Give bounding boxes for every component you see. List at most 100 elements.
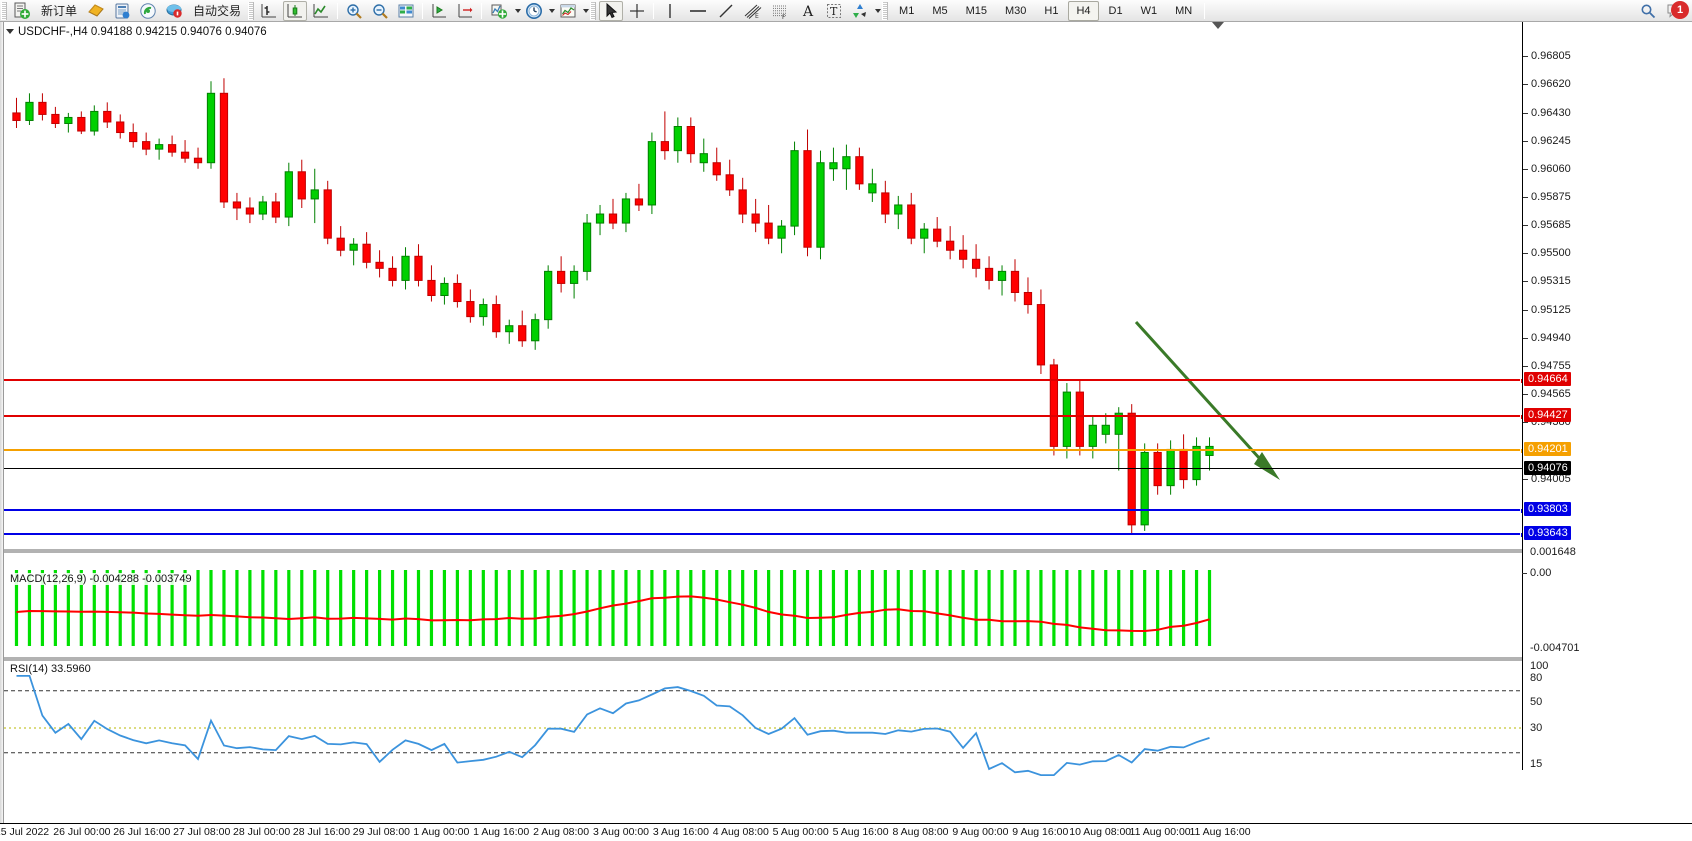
equidistant-channel-icon[interactable]: E xyxy=(740,1,766,21)
period-chevron-down-icon[interactable] xyxy=(549,8,556,13)
price-level-line-pending-order[interactable] xyxy=(4,448,1526,455)
macd-indicator-label: MACD(12,26,9) -0.004288 -0.003749 xyxy=(8,573,194,585)
auto-scroll-icon[interactable] xyxy=(453,1,477,21)
price-tick-label: 0.96430 xyxy=(1531,106,1571,119)
crosshair-icon[interactable] xyxy=(625,1,649,21)
timeframe-mn[interactable]: MN xyxy=(1175,4,1193,17)
timeframe-m30[interactable]: M30 xyxy=(1005,4,1027,17)
bread-icon[interactable] xyxy=(84,1,108,21)
arrows-chevron-down-icon[interactable] xyxy=(875,8,882,13)
toolbar-divider-4 xyxy=(653,2,655,19)
auto-trading-icon[interactable] xyxy=(162,1,186,21)
price-tick xyxy=(1523,56,1528,58)
rsi-tick-label: 80 xyxy=(1530,672,1543,684)
signal-icon[interactable] xyxy=(136,1,160,21)
annotation-arrow[interactable] xyxy=(1134,320,1280,480)
price-tick xyxy=(1523,394,1528,396)
quote-dropdown-icon[interactable] xyxy=(6,29,14,35)
time-tick-label: 3 Aug 16:00 xyxy=(652,826,709,838)
price-tick-label: 0.96245 xyxy=(1531,134,1571,147)
price-level-line-resistance[interactable] xyxy=(4,378,1526,385)
price-tick xyxy=(1523,281,1528,283)
zoom-out-icon[interactable] xyxy=(368,1,392,21)
price-tick-label: 0.96060 xyxy=(1531,162,1571,175)
price-level-line-bid-price[interactable] xyxy=(4,468,1526,470)
fibonacci-icon[interactable]: F xyxy=(768,1,794,21)
toolbar-grip-2[interactable] xyxy=(248,1,255,20)
svg-text:F: F xyxy=(782,14,786,20)
price-tick xyxy=(1523,196,1528,198)
price-tick-label: 0.94755 xyxy=(1531,359,1571,372)
price-tick xyxy=(1523,365,1528,367)
toolbar-grip-4[interactable] xyxy=(882,1,889,20)
price-tick-label: 0.96805 xyxy=(1531,50,1571,63)
timeframe-h4[interactable]: H4 xyxy=(1068,0,1099,21)
time-tick-label: 27 Jul 08:00 xyxy=(173,826,231,838)
toolbar-divider-2 xyxy=(422,2,424,19)
toolbar-divider-1 xyxy=(337,2,339,19)
time-tick-label: 3 Aug 00:00 xyxy=(592,826,650,838)
terminal-icon[interactable] xyxy=(110,1,134,21)
macd-tick xyxy=(1522,573,1527,574)
price-level-line-support[interactable] xyxy=(4,532,1526,539)
time-tick-label: 5 Aug 16:00 xyxy=(832,826,889,838)
arrows-icon[interactable] xyxy=(848,1,872,21)
data-window-icon[interactable] xyxy=(394,1,418,21)
templates-chevron-down-icon[interactable] xyxy=(583,8,590,13)
new-order-icon[interactable] xyxy=(10,1,34,21)
rsi-tick-label: 15 xyxy=(1530,758,1543,770)
auto-trading-label[interactable]: 自动交易 xyxy=(193,3,242,18)
text-label-icon[interactable]: T xyxy=(822,1,846,21)
toolbar-grip[interactable] xyxy=(1,1,7,20)
period-clock-icon[interactable] xyxy=(522,1,546,21)
templates-icon[interactable] xyxy=(556,1,580,21)
trendline-icon[interactable] xyxy=(714,1,738,21)
line-chart-icon[interactable] xyxy=(309,1,333,21)
price-plot xyxy=(4,78,1526,776)
vertical-line-icon[interactable] xyxy=(658,1,682,21)
timeframe-d1[interactable]: D1 xyxy=(1108,4,1123,17)
bar-chart-icon[interactable] xyxy=(257,1,281,21)
price-level-tag-resistance[interactable]: 0.94427 xyxy=(1524,408,1571,423)
add-indicator-icon[interactable] xyxy=(486,1,512,21)
rsi-tick-label: 30 xyxy=(1530,722,1543,734)
search-icon[interactable] xyxy=(1636,1,1660,21)
symbol-quote-bar: USDCHF-,H4 0.94188 0.94215 0.94076 0.940… xyxy=(6,26,267,38)
time-tick-label: 29 Jul 08:00 xyxy=(352,826,410,838)
timeframe-group: M1 M5 M15 M30 H1 H4 D1 W1 MN xyxy=(890,0,1201,21)
price-level-line-support[interactable] xyxy=(4,508,1526,515)
timeframe-h1[interactable]: H1 xyxy=(1044,4,1059,17)
add-indicator-chevron-down-icon[interactable] xyxy=(515,8,522,13)
price-level-tag-resistance[interactable]: 0.94664 xyxy=(1524,372,1571,387)
price-level-line-resistance[interactable] xyxy=(4,414,1526,421)
svg-text:A: A xyxy=(802,4,814,20)
price-tick xyxy=(1523,478,1528,480)
price-axis[interactable]: 0.96805 0.96620 0.96430 0.96245 0.96060 0.958… xyxy=(1522,22,1692,770)
time-tick-label: 28 Jul 00:00 xyxy=(232,826,291,838)
notifications-icon[interactable]: 1 xyxy=(1662,0,1689,21)
time-axis[interactable]: 25 Jul 2022 26 Jul 00:00 26 Jul 16:00 27 Ju… xyxy=(0,823,1692,841)
price-tick-label: 0.95500 xyxy=(1531,247,1571,260)
zoom-in-icon[interactable] xyxy=(342,1,366,21)
horizontal-line-icon[interactable] xyxy=(684,1,712,21)
rsi-indicator-label: RSI(14) 33.5960 xyxy=(8,663,93,675)
chart-shift-icon[interactable] xyxy=(427,1,451,21)
new-order-label[interactable]: 新订单 xyxy=(41,3,78,18)
time-tick-label: 9 Aug 16:00 xyxy=(1012,826,1069,838)
time-tick-label: 11 Aug 00:00 xyxy=(1129,826,1191,838)
price-level-tag-support[interactable]: 0.93643 xyxy=(1524,526,1571,541)
cursor-icon[interactable] xyxy=(599,0,624,21)
timeframe-m5[interactable]: M5 xyxy=(932,4,948,17)
price-level-tag-pending-order[interactable]: 0.94201 xyxy=(1524,442,1571,457)
text-icon[interactable]: A xyxy=(796,1,820,21)
timeframe-m15[interactable]: M15 xyxy=(965,4,987,17)
price-level-tag-support[interactable]: 0.93803 xyxy=(1524,502,1571,517)
price-tick-label: 0.95315 xyxy=(1531,275,1571,288)
chart-canvas-area[interactable]: USDCHF-,H4 0.94188 0.94215 0.94076 0.940… xyxy=(0,22,1692,841)
timeframe-w1[interactable]: W1 xyxy=(1140,4,1158,17)
toolbar-grip-3[interactable] xyxy=(590,1,597,20)
price-level-tag-bid-price[interactable]: 0.94076 xyxy=(1524,461,1571,476)
macd-axis: 0.001648 0.00 -0.004701 xyxy=(1522,546,1692,660)
timeframe-m1[interactable]: M1 xyxy=(899,4,915,17)
candlestick-chart-icon[interactable] xyxy=(283,0,308,21)
